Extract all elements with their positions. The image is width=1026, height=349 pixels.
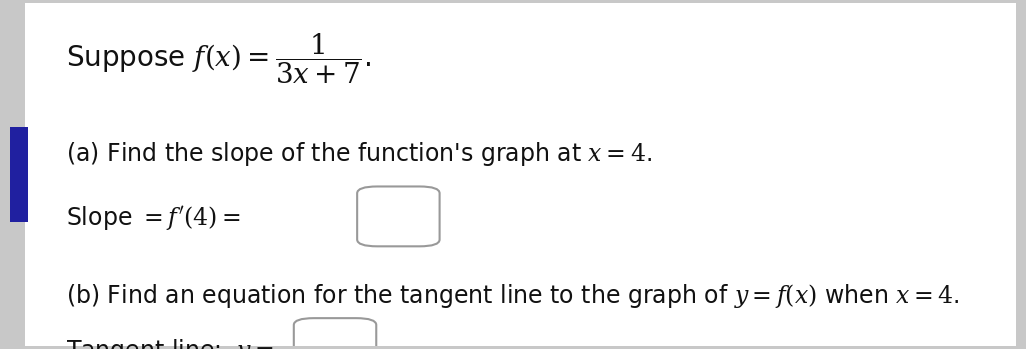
Text: Slope $= f'(4) =$: Slope $= f'(4) =$ bbox=[66, 203, 240, 232]
Text: Tangent line:  $y =$: Tangent line: $y =$ bbox=[66, 337, 273, 349]
Text: (a) Find the slope of the function's graph at $x = 4$.: (a) Find the slope of the function's gra… bbox=[66, 140, 652, 168]
FancyBboxPatch shape bbox=[10, 127, 29, 222]
FancyBboxPatch shape bbox=[293, 318, 377, 349]
FancyBboxPatch shape bbox=[357, 186, 439, 246]
Text: (b) Find an equation for the tangent line to the graph of $y = f(x)$ when $x = 4: (b) Find an equation for the tangent lin… bbox=[66, 282, 959, 310]
FancyBboxPatch shape bbox=[26, 3, 1016, 346]
Text: Suppose $f(x) = \dfrac{1}{3x+7}$.: Suppose $f(x) = \dfrac{1}{3x+7}$. bbox=[66, 31, 370, 86]
